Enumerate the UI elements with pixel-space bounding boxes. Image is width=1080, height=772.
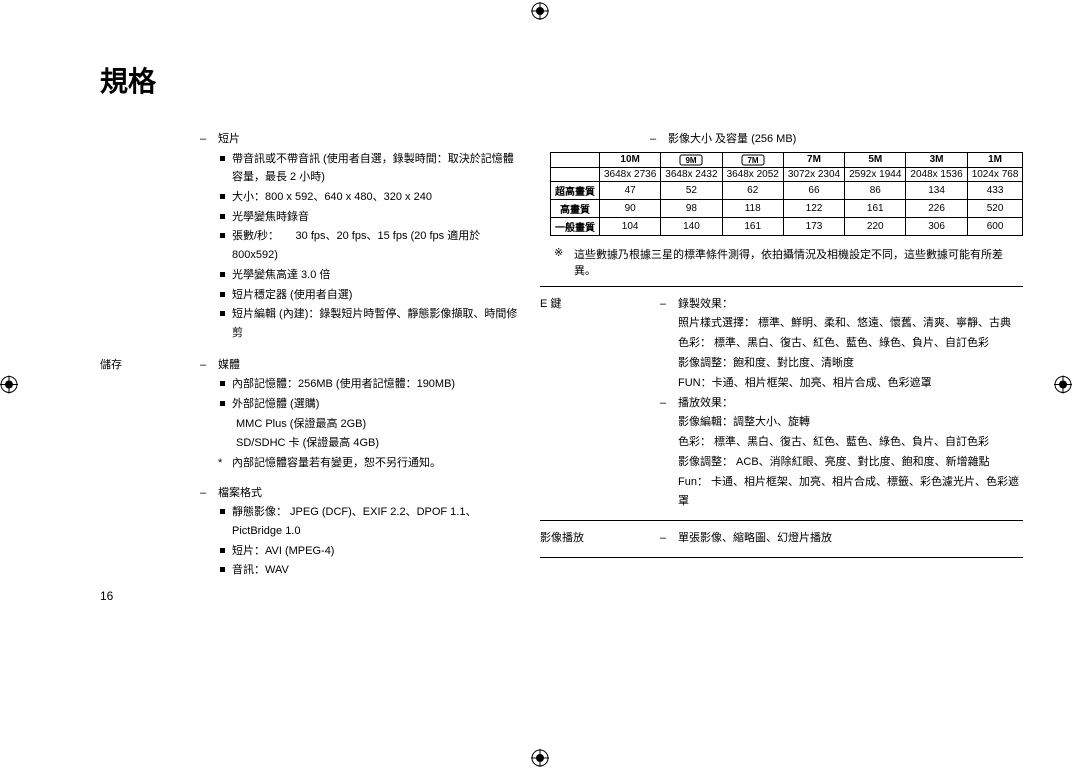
table-row: 一般畫質 104140161173220306600 xyxy=(551,217,1023,235)
media-sub: MMC Plus (保證最高 2GB) xyxy=(236,415,520,434)
playback-line: Fun： 卡通、相片框架、加亮、相片合成、標籤、彩色濾光片、色彩遮罩 xyxy=(660,473,1023,513)
image-playback-body: 單張影像、縮略圖、幻燈片播放 xyxy=(678,529,1023,548)
page-number: 16 xyxy=(100,589,113,603)
dash-marker: – xyxy=(660,529,678,548)
bullet-icon xyxy=(218,542,232,561)
svg-text:9M: 9M xyxy=(686,156,697,165)
bullet-icon xyxy=(218,227,232,264)
video-item: 張數/秒： 30 fps、20 fps、15 fps (20 fps 適用於 8… xyxy=(232,227,520,264)
file-format-header: 檔案格式 xyxy=(218,484,520,503)
media-item: 內部記憶體：256MB (使用者記憶體：190MB) xyxy=(232,375,520,394)
dash-marker: – xyxy=(650,130,668,149)
dash-marker: – xyxy=(660,295,678,314)
left-column: – 短片 帶音訊或不帶音訊 (使用者自選，錄製時間：取決於記憶體容量，最長 2 … xyxy=(100,130,520,583)
video-item: 大小：800 x 592、640 x 480、320 x 240 xyxy=(232,188,520,207)
media-header: 媒體 xyxy=(218,356,520,375)
bullet-icon xyxy=(218,503,232,540)
size-icon-5m: 5M xyxy=(845,152,906,167)
video-item: 帶音訊或不帶音訊 (使用者自選，錄製時間：取決於記憶體容量，最長 2 小時) xyxy=(232,150,520,187)
svg-text:7M: 7M xyxy=(747,156,758,165)
video-item: 短片編輯 (內建)：錄製短片時暫停、靜態影像擷取、時間修剪 xyxy=(232,305,520,342)
bullet-icon xyxy=(218,188,232,207)
file-format-item: 音訊：WAV xyxy=(232,561,520,580)
register-mark-icon xyxy=(531,749,549,767)
playback-line: 影像編輯：調整大小、旋轉 xyxy=(660,413,1023,433)
table-row: 超高畫質 4752626686134433 xyxy=(551,181,1023,199)
bullet-icon xyxy=(218,305,232,342)
image-playback-label: 影像播放 xyxy=(540,529,660,549)
divider xyxy=(540,520,1023,521)
reference-marker: ※ xyxy=(554,246,574,278)
page-title: 規格 xyxy=(100,60,1000,100)
dash-marker: – xyxy=(200,130,218,149)
playback-line: 影像調整： ACB、消除紅眼、亮度、對比度、飽和度、新增雜點 xyxy=(660,453,1023,473)
storage-label: 儲存 xyxy=(100,356,200,582)
video-item: 短片穩定器 (使用者自選) xyxy=(232,286,520,305)
file-format-item: 靜態影像： JPEG (DCF)、EXIF 2.2、DPOF 1.1、PictB… xyxy=(232,503,520,540)
record-line: 色彩： 標準、黑白、復古、紅色、藍色、綠色、負片、自訂色彩 xyxy=(660,334,1023,354)
table-row: 3648x 2736 3648x 2432 3648x 2052 3072x 2… xyxy=(551,167,1023,181)
video-item: 光學變焦高達 3.0 倍 xyxy=(232,266,520,285)
bullet-icon xyxy=(218,375,232,394)
bullet-icon xyxy=(218,286,232,305)
bullet-icon xyxy=(218,266,232,285)
record-line: FUN：卡通、相片框架、加亮、相片合成、色彩遮罩 xyxy=(660,374,1023,394)
size-icon-3m: 3M xyxy=(906,152,967,167)
media-sub: SD/SDHC 卡 (保證最高 4GB) xyxy=(236,434,520,453)
playback-line: 色彩： 標準、黑白、復古、紅色、藍色、綠色、負片、自訂色彩 xyxy=(660,433,1023,453)
record-line: 影像調整：飽和度、對比度、清晰度 xyxy=(660,354,1023,374)
crop-mark-bottom xyxy=(531,749,549,770)
media-note: 內部記憶體容量若有變更，恕不另行通知。 xyxy=(232,454,520,473)
size-icon-7m: 7M xyxy=(783,152,844,167)
video-header: 短片 xyxy=(218,130,520,149)
e-key-label: E 鍵 xyxy=(540,295,660,513)
dash-marker: – xyxy=(200,484,218,503)
size-icon-10m: 10M xyxy=(600,152,661,167)
divider xyxy=(540,557,1023,558)
bullet-icon xyxy=(218,208,232,227)
divider xyxy=(540,286,1023,287)
size-icon-7mw: 7M xyxy=(722,152,783,167)
table-note: 這些數據乃根據三星的標準條件測得，依拍攝情況及相機設定不同，這些數據可能有所差異… xyxy=(574,246,1023,278)
dash-marker: – xyxy=(200,356,218,375)
file-format-item: 短片：AVI (MPEG-4) xyxy=(232,542,520,561)
table-row: 高畫質 9098118122161226520 xyxy=(551,199,1023,217)
media-item: 外部記憶體 (選購) xyxy=(232,395,520,414)
asterisk-marker: * xyxy=(218,454,232,473)
video-item: 光學變焦時錄音 xyxy=(232,208,520,227)
bullet-icon xyxy=(218,561,232,580)
size-icon-9m: 9M xyxy=(661,152,722,167)
capacity-header: 影像大小 及容量 (256 MB) xyxy=(668,130,1023,149)
playback-effect-header: 播放效果： xyxy=(678,394,1023,413)
bullet-icon xyxy=(218,395,232,414)
dash-marker: – xyxy=(660,394,678,413)
record-line: 照片樣式選擇： 標準、鮮明、柔和、悠遠、懷舊、清爽、寧靜、古典 xyxy=(660,314,1023,334)
bullet-icon xyxy=(218,150,232,187)
capacity-table: 10M 9M 7M 7M 5M 3M 1M 3648x 2736 3648x 2… xyxy=(550,152,1023,236)
right-column: – 影像大小 及容量 (256 MB) 10M 9M 7M 7M 5M 3M 1… xyxy=(540,130,1023,583)
record-effect-header: 錄製效果： xyxy=(678,295,1023,314)
size-icon-1m: 1M xyxy=(967,152,1023,167)
